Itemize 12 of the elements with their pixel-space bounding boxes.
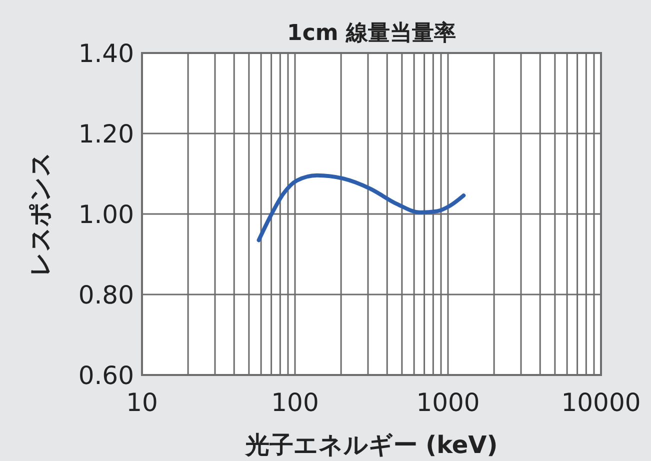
y-tick-label: 1.00 [78,200,134,229]
x-tick-label: 10000 [561,388,641,417]
y-tick-label: 0.80 [78,280,134,310]
y-tick-label: 0.60 [78,361,134,390]
x-tick-label: 1000 [416,388,480,417]
y-axis-title: レスポンス [26,152,54,276]
y-tick-label: 1.20 [78,120,134,148]
x-tick-label: 10 [126,388,158,417]
y-tick-label: 1.40 [78,39,134,68]
chart-title: 1cm 線量当量率 [287,20,456,46]
x-tick-label: 100 [271,388,319,417]
x-axis-title: 光子エネルギー (keV) [244,431,498,459]
